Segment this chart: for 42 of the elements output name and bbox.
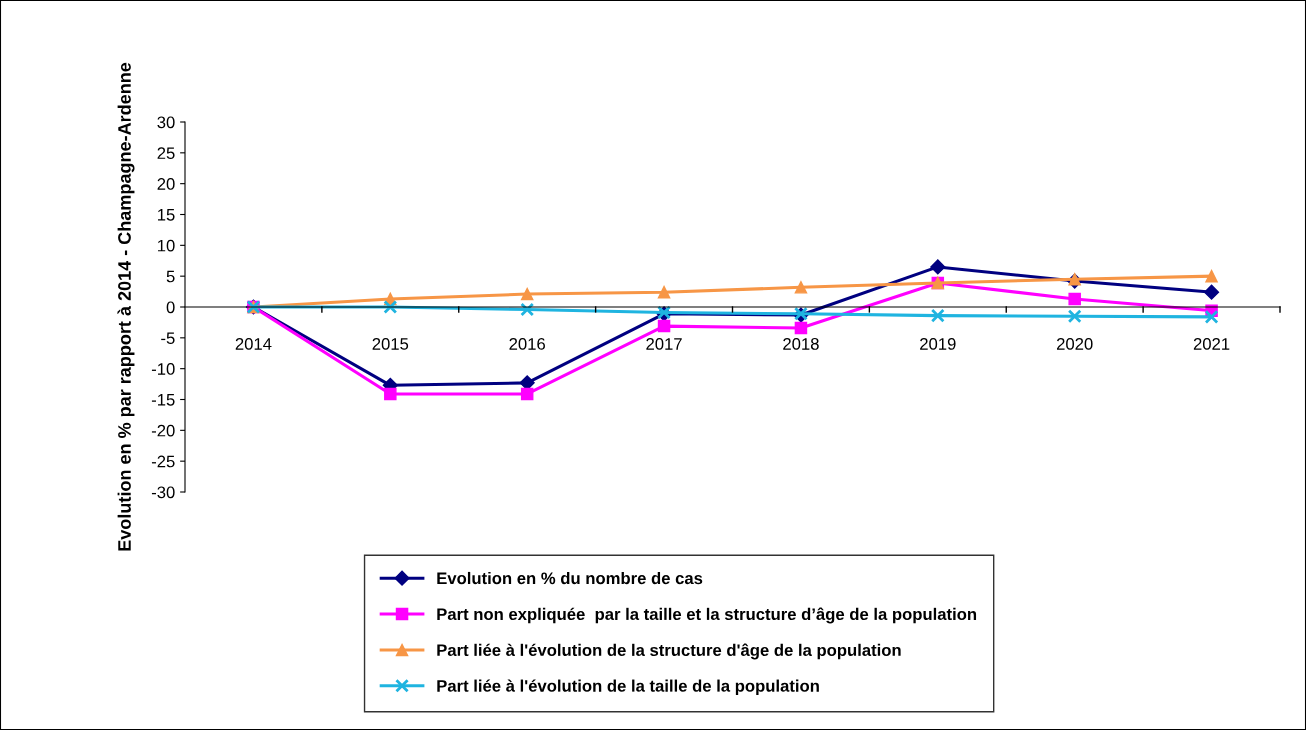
y-tick-label: -10	[151, 363, 175, 375]
point	[383, 300, 398, 314]
legend-label: Evolution en % du nombre de cas	[437, 571, 703, 585]
point	[1204, 309, 1219, 324]
x-tick-label: 2020	[1056, 338, 1093, 350]
point	[1067, 309, 1082, 324]
legend-label: Part non expliquée par la taille et la structure d’âge de la population	[437, 607, 977, 624]
y-tick-label: 25	[157, 147, 175, 160]
y-tick-label: -25	[151, 455, 175, 468]
point	[520, 287, 534, 301]
y-tick-label: 30	[157, 116, 175, 129]
point	[794, 281, 808, 294]
y-tick-label: 10	[158, 239, 175, 252]
point	[1068, 292, 1081, 306]
x-tick-label: 2019	[920, 338, 956, 350]
y-axis-title: Evolution en % par rapport à 2014 - Champagne-Ardenne	[117, 62, 135, 551]
x-tick-label: 2016	[509, 338, 545, 350]
point	[930, 308, 945, 323]
legend-label: Part liée à l'évolution de la structure d'âge de la population	[437, 643, 901, 660]
y-tick-label: -5	[161, 332, 175, 345]
legend-label: Part liée à l'évolution de la taille de la population	[437, 679, 819, 696]
y-tick-label: -30	[151, 486, 175, 499]
point	[520, 302, 535, 317]
x-tick-label: 2018	[783, 338, 819, 350]
x-tick-label: 2021	[1193, 338, 1230, 350]
y-tick-label: 0	[166, 301, 175, 314]
point	[1203, 284, 1220, 300]
y-tick-label: 15	[158, 209, 175, 221]
point	[657, 319, 671, 333]
y-tick-label: 20	[157, 178, 175, 190]
y-tick-label: -15	[151, 394, 175, 406]
point	[520, 387, 534, 401]
point	[794, 321, 808, 335]
point	[384, 387, 397, 401]
point	[657, 285, 671, 299]
x-tick-label: 2014	[235, 338, 272, 350]
point	[930, 259, 946, 275]
point	[1205, 269, 1218, 283]
y-tick-label: 5	[166, 270, 175, 283]
x-tick-label: 2017	[646, 338, 682, 350]
x-tick-label: 2015	[372, 338, 409, 350]
y-tick-label: -20	[151, 424, 175, 437]
